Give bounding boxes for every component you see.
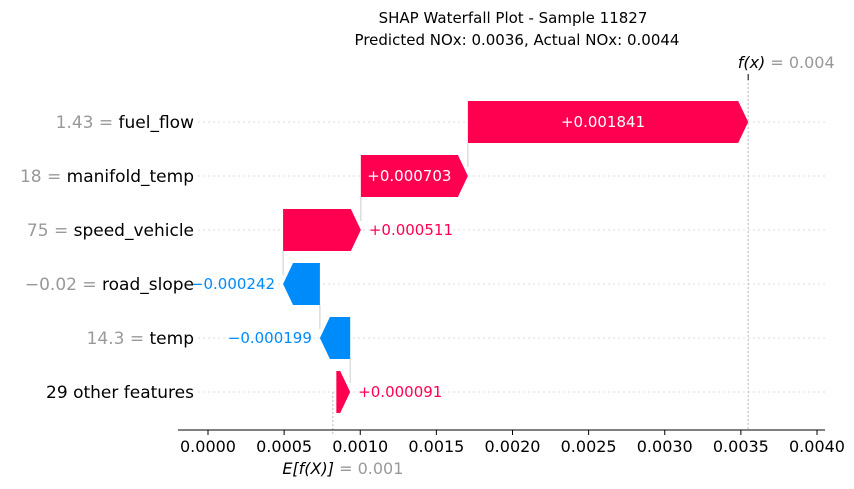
shap-value-label: −0.000242 [191, 275, 275, 293]
x-tick-label: 0.0015 [408, 437, 464, 456]
row-gridlines [198, 121, 825, 393]
x-tick-label: 0.0030 [637, 437, 693, 456]
shap-value-label: +0.000511 [369, 221, 453, 239]
chart-title-line2: Predicted NOx: 0.0036, Actual NOx: 0.004… [355, 31, 680, 49]
waterfall-bar [319, 317, 351, 359]
feature-label: −0.02 = road_slope [25, 275, 194, 295]
feature-value: 75 = [27, 221, 74, 241]
x-tick-label: 0.0025 [561, 437, 617, 456]
x-tick-label: 0.0005 [256, 437, 312, 456]
feature-label: 1.43 = fuel_flow [56, 113, 194, 133]
shap-value-label: +0.001841 [561, 113, 645, 131]
feature-label: 75 = speed_vehicle [27, 221, 194, 241]
feature-name: fuel_flow [119, 113, 195, 133]
waterfall-bar [283, 209, 361, 251]
shap-value-label: +0.000703 [367, 167, 451, 185]
feature-name: manifold_temp [67, 167, 194, 187]
output-value-label: f(x) = 0.004 [738, 53, 835, 72]
feature-name: temp [150, 329, 194, 349]
x-tick-label: 0.0000 [180, 437, 236, 456]
feature-labels: 1.43 = fuel_flow 18 = manifold_temp 75 = s… [20, 113, 194, 403]
waterfall-bar [360, 155, 468, 197]
chart-title-line1: SHAP Waterfall Plot - Sample 11827 [379, 9, 648, 27]
feature-value: 14.3 = [87, 329, 150, 349]
bars: +0.001841 +0.000703 +0.000511 −0.000242 −0.0… [191, 101, 749, 413]
feature-name: road_slope [102, 275, 194, 295]
waterfall-bar [283, 263, 320, 305]
x-tick-label: 0.0020 [485, 437, 541, 456]
shap-value-label: −0.000199 [228, 329, 312, 347]
feature-name: speed_vehicle [74, 221, 194, 241]
base-value-label: E[f(X)] = 0.001 [282, 459, 403, 478]
feature-value: 18 = [20, 167, 67, 187]
feature-label: 14.3 = temp [87, 329, 194, 349]
feature-label: 18 = manifold_temp [20, 167, 194, 187]
feature-name: 29 other features [46, 383, 194, 403]
reference-lines [282, 75, 749, 436]
feature-value: −0.02 = [25, 275, 102, 295]
x-tick-label: 0.0010 [332, 437, 388, 456]
feature-label: 29 other features [46, 383, 194, 403]
waterfall-bar [467, 101, 749, 143]
x-axis: 0.0000 0.0005 0.0010 0.0015 0.0020 0.0025 0.00… [178, 53, 845, 478]
feature-value: 1.43 = [56, 113, 119, 133]
waterfall-bar [336, 371, 351, 413]
x-tick-label: 0.0040 [789, 437, 845, 456]
x-tick-label: 0.0035 [713, 437, 769, 456]
shap-value-label: +0.000091 [358, 383, 442, 401]
